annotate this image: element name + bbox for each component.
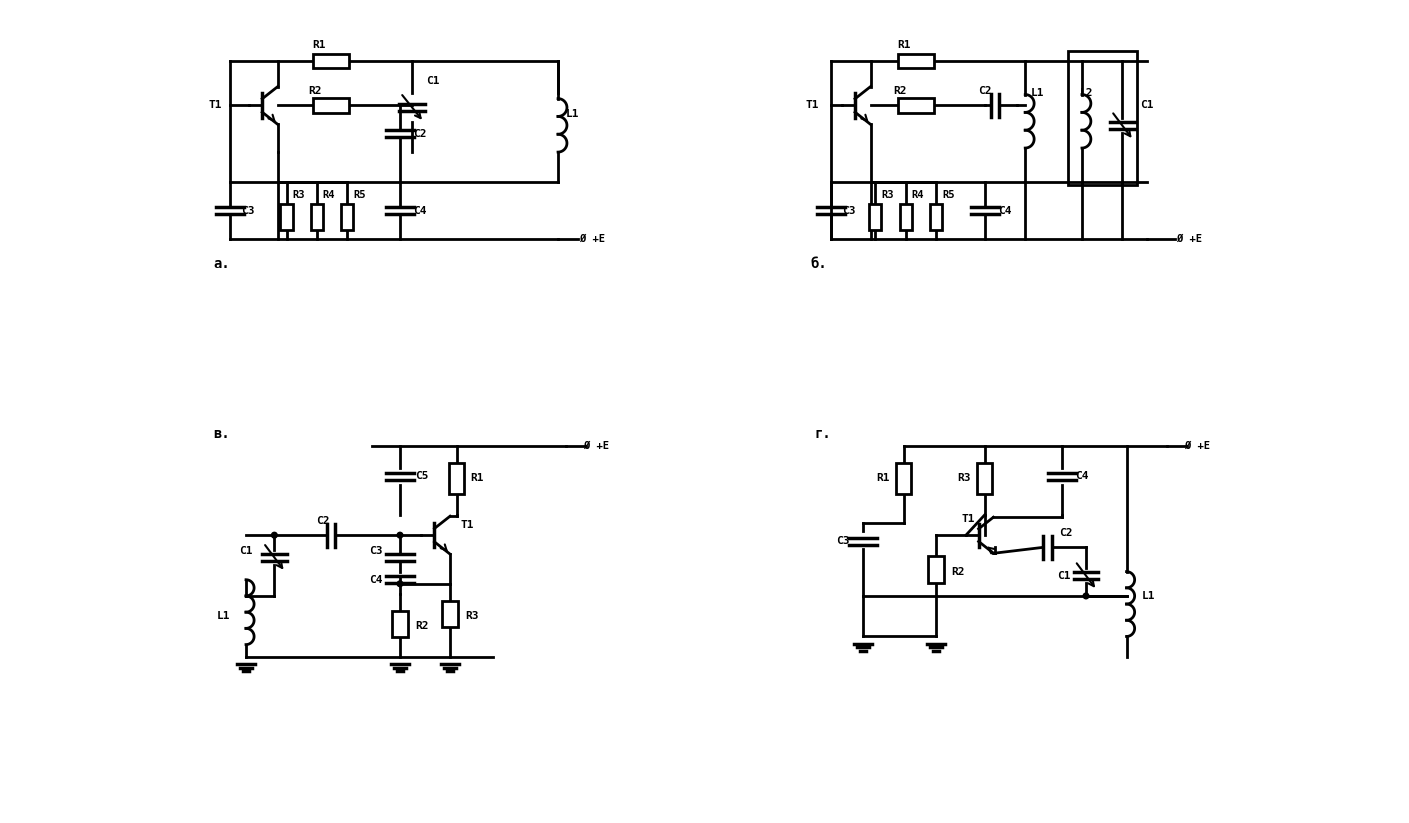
Text: C1: C1 bbox=[1140, 100, 1154, 110]
Bar bbox=[929, 556, 944, 583]
Circle shape bbox=[272, 532, 278, 538]
Text: Ø +E: Ø +E bbox=[1177, 235, 1202, 244]
Bar bbox=[313, 99, 349, 113]
Text: R1: R1 bbox=[313, 40, 325, 49]
Text: L1: L1 bbox=[565, 109, 579, 119]
Bar bbox=[896, 463, 912, 494]
Text: T1: T1 bbox=[806, 100, 819, 110]
Text: R5: R5 bbox=[943, 189, 954, 200]
Text: T1: T1 bbox=[962, 514, 975, 524]
Text: б.: б. bbox=[810, 257, 827, 271]
Text: R4: R4 bbox=[912, 189, 924, 200]
Text: R5: R5 bbox=[354, 189, 366, 200]
Text: R2: R2 bbox=[309, 86, 321, 96]
Text: L1: L1 bbox=[217, 611, 231, 621]
Bar bbox=[898, 99, 934, 113]
Text: Ø +E: Ø +E bbox=[1185, 441, 1210, 451]
Text: C5: C5 bbox=[416, 472, 428, 481]
Text: C2: C2 bbox=[1060, 528, 1072, 538]
Text: C4: C4 bbox=[1075, 472, 1089, 481]
Text: R1: R1 bbox=[876, 473, 890, 483]
Circle shape bbox=[397, 532, 403, 538]
Bar bbox=[392, 611, 407, 638]
Text: C1: C1 bbox=[426, 77, 440, 86]
Bar bbox=[311, 204, 323, 230]
Circle shape bbox=[1084, 593, 1089, 599]
Text: C3: C3 bbox=[836, 537, 850, 546]
Bar bbox=[976, 463, 992, 494]
Text: Ø +E: Ø +E bbox=[585, 441, 609, 451]
Text: C3: C3 bbox=[369, 546, 382, 556]
Bar bbox=[930, 204, 943, 230]
Text: C2: C2 bbox=[413, 129, 427, 139]
Text: R1: R1 bbox=[471, 473, 483, 483]
Text: R3: R3 bbox=[881, 189, 893, 200]
Text: T1: T1 bbox=[461, 520, 473, 530]
Text: C4: C4 bbox=[369, 574, 382, 584]
Bar bbox=[449, 463, 465, 494]
Text: R3: R3 bbox=[465, 611, 479, 621]
Text: C1: C1 bbox=[1057, 570, 1071, 581]
Text: C3: C3 bbox=[241, 206, 255, 216]
Bar bbox=[1068, 51, 1137, 184]
Circle shape bbox=[397, 581, 403, 587]
Text: C3: C3 bbox=[843, 206, 855, 216]
Text: L1: L1 bbox=[1143, 591, 1155, 601]
Text: C1: C1 bbox=[240, 546, 252, 556]
Text: в.: в. bbox=[213, 427, 230, 441]
Bar bbox=[280, 204, 293, 230]
Text: R2: R2 bbox=[951, 566, 965, 577]
Text: R2: R2 bbox=[416, 621, 428, 631]
Bar bbox=[313, 53, 349, 68]
Text: L1: L1 bbox=[1030, 88, 1044, 98]
Text: R3: R3 bbox=[293, 189, 304, 200]
Text: R4: R4 bbox=[323, 189, 335, 200]
Text: C4: C4 bbox=[413, 206, 427, 216]
Text: R3: R3 bbox=[958, 473, 971, 483]
Bar bbox=[898, 53, 934, 68]
Text: L2: L2 bbox=[1079, 88, 1093, 98]
Text: C2: C2 bbox=[978, 86, 992, 96]
Bar bbox=[442, 601, 458, 627]
Text: г.: г. bbox=[814, 427, 831, 441]
Text: R2: R2 bbox=[893, 86, 906, 96]
Text: C2: C2 bbox=[316, 516, 330, 526]
Text: a.: a. bbox=[213, 257, 230, 271]
Bar bbox=[869, 204, 882, 230]
Text: Ø +E: Ø +E bbox=[581, 235, 604, 244]
Bar bbox=[341, 204, 354, 230]
Text: C4: C4 bbox=[998, 206, 1012, 216]
Bar bbox=[899, 204, 912, 230]
Text: R1: R1 bbox=[898, 40, 910, 49]
Text: T1: T1 bbox=[209, 100, 223, 110]
